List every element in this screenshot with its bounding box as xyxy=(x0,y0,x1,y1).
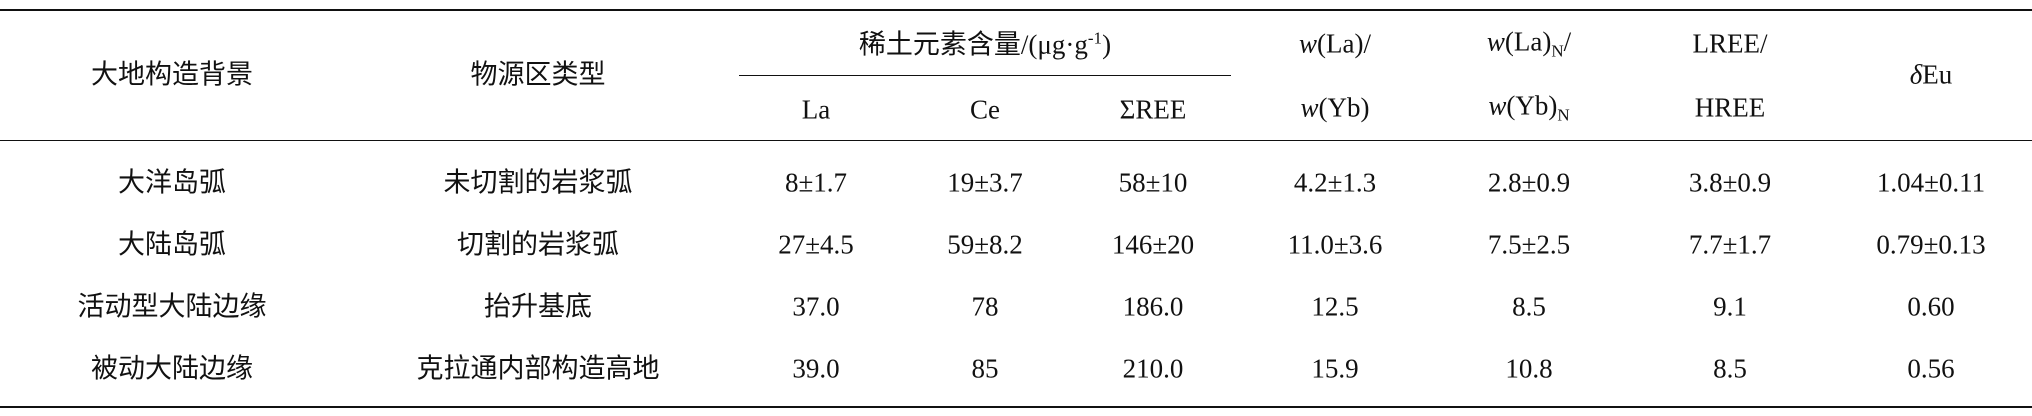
text: 稀土元素含量/(μg·g xyxy=(858,29,1088,60)
cell: 11.0±3.6 xyxy=(1287,229,1383,260)
header-cell: 物源区类型 xyxy=(470,59,606,90)
header-cell: 大地构造背景 xyxy=(91,59,253,90)
cell: 3.8±0.9 xyxy=(1688,167,1772,198)
cell: 1.04±0.11 xyxy=(1876,167,1986,198)
cell: 78 xyxy=(971,291,999,322)
header-cell: Ce xyxy=(970,94,1000,125)
header-cell: HREE xyxy=(1694,92,1766,123)
row-label: 抬升基底 xyxy=(484,291,592,322)
cell: 2.8±0.9 xyxy=(1487,167,1571,198)
text: w(La) xyxy=(1486,26,1552,57)
header-rule xyxy=(0,140,2032,141)
cell: 85 xyxy=(971,353,999,384)
cell: 10.8 xyxy=(1505,353,1553,384)
row-label: 活动型大陆边缘 xyxy=(77,291,267,322)
cell: 59±8.2 xyxy=(947,229,1023,260)
text: ) xyxy=(1102,29,1112,60)
cell: 186.0 xyxy=(1122,291,1184,322)
cell: 27±4.5 xyxy=(778,229,854,260)
cell: 8±1.7 xyxy=(784,167,848,198)
cell: 8.5 xyxy=(1512,291,1546,322)
text: N xyxy=(1551,41,1564,61)
cell: 39.0 xyxy=(792,353,840,384)
cell: 9.1 xyxy=(1713,291,1747,322)
cell: 12.5 xyxy=(1311,291,1359,322)
header-cell: δEu xyxy=(1909,59,1953,90)
bottom-rule xyxy=(0,406,2032,408)
header-group: 稀土元素含量/(μg·g-1) xyxy=(859,30,1111,59)
cell: 0.60 xyxy=(1907,291,1955,322)
text: N xyxy=(1557,105,1570,125)
cell: 58±10 xyxy=(1118,167,1188,198)
cell: 146±20 xyxy=(1111,229,1195,260)
cell: 7.7±1.7 xyxy=(1688,229,1772,260)
cell: 8.5 xyxy=(1713,353,1747,384)
header-cell: LREE/ xyxy=(1692,28,1768,59)
header-cell: w(La)/ xyxy=(1299,28,1371,59)
row-label: 大洋岛弧 xyxy=(118,167,226,198)
cell: 7.5±2.5 xyxy=(1487,229,1571,260)
row-label: 未切割的岩浆弧 xyxy=(443,167,633,198)
cell: 210.0 xyxy=(1122,353,1184,384)
row-label: 大陆岛弧 xyxy=(118,229,226,260)
header-cell: w(Yb)N xyxy=(1488,90,1570,125)
group-rule xyxy=(739,75,1231,76)
cell: 15.9 xyxy=(1311,353,1359,384)
top-rule xyxy=(0,9,2032,11)
row-label: 被动大陆边缘 xyxy=(91,353,253,384)
header-cell: w(Yb) xyxy=(1300,92,1370,123)
text: w(Yb) xyxy=(1488,90,1558,121)
text: -1 xyxy=(1087,28,1103,48)
row-label: 克拉通内部构造高地 xyxy=(416,353,660,384)
cell: 0.79±0.13 xyxy=(1876,229,1986,260)
row-label: 切割的岩浆弧 xyxy=(457,229,619,260)
header-cell: ΣREE xyxy=(1119,94,1187,125)
cell: 0.56 xyxy=(1907,353,1955,384)
header-cell: La xyxy=(801,94,831,125)
text: / xyxy=(1563,26,1572,57)
cell: 19±3.7 xyxy=(947,167,1023,198)
cell: 37.0 xyxy=(792,291,840,322)
header-cell: w(La)N/ xyxy=(1486,26,1572,61)
cell: 4.2±1.3 xyxy=(1293,167,1377,198)
